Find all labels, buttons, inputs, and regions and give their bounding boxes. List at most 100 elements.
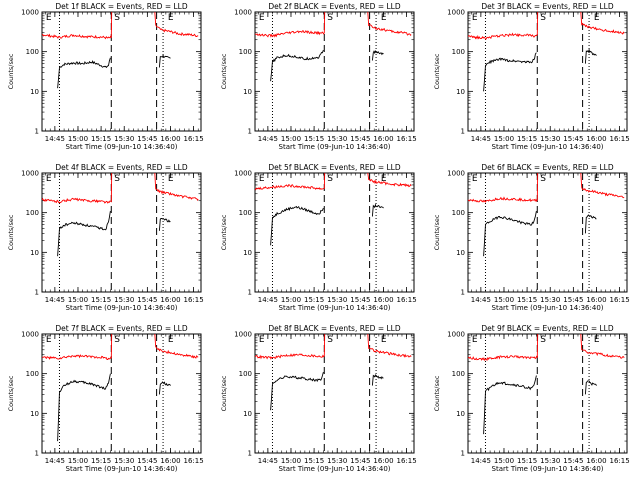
y-tick-label: 100: [452, 370, 465, 378]
plot-area: [468, 12, 625, 131]
attenuator-label: E: [472, 174, 478, 184]
x-tick-label: 16:00: [373, 296, 393, 304]
x-tick-label: 15:15: [304, 296, 324, 304]
x-tick-label: 15:15: [304, 135, 324, 143]
y-axis-label: Counts/sec: [7, 214, 15, 250]
events-series-segment-2: [158, 381, 171, 395]
panel-title: Det 6f BLACK = Events, RED = LLD: [481, 163, 614, 172]
plot-area: [255, 12, 412, 131]
x-axis-label: Start Time (09-Jun-10 14:36:40): [279, 143, 391, 151]
y-tick-label: 100: [452, 209, 465, 217]
detector-panel-5: Det 5f BLACK = Events, RED = LLD Counts/s…: [220, 163, 417, 312]
y-tick-label: 100: [26, 370, 39, 378]
events-series-segment-1: [57, 57, 111, 89]
lld-series-segment-2: [367, 173, 412, 188]
y-tick-label: 100: [452, 48, 465, 56]
x-tick-label: 15:45: [563, 135, 583, 143]
panel-title: Det 8f BLACK = Events, RED = LLD: [268, 324, 401, 333]
x-tick-label: 16:15: [610, 296, 630, 304]
detector-panel-2: Det 2f BLACK = Events, RED = LLD Counts/s…: [220, 2, 417, 151]
x-tick-label: 15:00: [281, 135, 301, 143]
x-axis-label: Start Time (09-Jun-10 14:36:40): [492, 304, 604, 312]
x-tick-label: 16:15: [184, 457, 204, 465]
lld-series-segment-2: [367, 334, 412, 358]
x-tick-label: 15:15: [517, 296, 537, 304]
x-tick-label: 16:00: [586, 296, 606, 304]
y-tick-label: 100: [26, 209, 39, 217]
y-axis-label: Counts/sec: [433, 53, 441, 89]
events-series-segment-1: [483, 210, 537, 257]
x-tick-label: 16:00: [373, 457, 393, 465]
plot-frame: [41, 172, 202, 293]
x-tick-label: 15:45: [137, 296, 157, 304]
attenuator-label: E: [594, 335, 600, 345]
x-tick-label: 15:30: [540, 135, 560, 143]
events-series-segment-1: [57, 210, 111, 257]
x-tick-label: 16:00: [373, 135, 393, 143]
x-tick-label: 15:45: [350, 135, 370, 143]
y-axis-label: Counts/sec: [433, 375, 441, 411]
plot-frame: [41, 11, 202, 132]
y-tick-label: 10: [30, 88, 39, 96]
y-axis-label: Counts/sec: [220, 53, 228, 89]
y-tick-label: 1: [461, 128, 465, 136]
x-axis-label: Start Time (09-Jun-10 14:36:40): [492, 143, 604, 151]
x-tick-label: 15:00: [494, 296, 514, 304]
events-series-segment-2: [158, 218, 171, 231]
y-tick-label: 10: [30, 410, 39, 418]
x-tick-label: 15:00: [68, 457, 88, 465]
x-tick-label: 16:15: [610, 135, 630, 143]
panel-title: Det 7f BLACK = Events, RED = LLD: [55, 324, 188, 333]
attenuator-label: E: [381, 335, 387, 345]
plot-frame: [467, 333, 628, 454]
y-tick-label: 1000: [234, 9, 252, 17]
y-tick-label: 1: [248, 128, 252, 136]
events-series-segment-1: [483, 52, 537, 92]
attenuator-label: E: [594, 13, 600, 23]
attenuator-label: S: [327, 174, 333, 184]
x-tick-label: 15:00: [68, 296, 88, 304]
x-tick-label: 14:45: [258, 457, 278, 465]
x-tick-label: 14:45: [471, 296, 491, 304]
attenuator-label: E: [168, 13, 174, 23]
x-tick-label: 15:45: [563, 296, 583, 304]
y-tick-label: 1000: [21, 170, 39, 178]
y-tick-label: 1000: [234, 331, 252, 339]
x-tick-label: 15:30: [114, 135, 134, 143]
x-tick-label: 14:45: [258, 135, 278, 143]
y-tick-label: 10: [30, 249, 39, 257]
panel-title: Det 9f BLACK = Events, RED = LLD: [481, 324, 614, 333]
x-tick-label: 16:00: [160, 135, 180, 143]
detector-panel-6: Det 6f BLACK = Events, RED = LLD Counts/s…: [433, 163, 630, 312]
lld-series-segment-2: [154, 173, 199, 201]
x-tick-label: 16:15: [397, 457, 417, 465]
x-axis-label: Start Time (09-Jun-10 14:36:40): [66, 465, 178, 473]
plot-area: [42, 12, 199, 131]
x-tick-label: 15:45: [563, 457, 583, 465]
x-tick-label: 15:30: [327, 296, 347, 304]
y-axis-label: Counts/sec: [7, 375, 15, 411]
lld-series-segment-1: [468, 334, 539, 362]
events-series-segment-1: [483, 375, 537, 435]
y-tick-label: 1000: [234, 170, 252, 178]
x-tick-label: 15:00: [281, 457, 301, 465]
attenuator-label: S: [327, 335, 333, 345]
panel-title: Det 5f BLACK = Events, RED = LLD: [268, 163, 401, 172]
x-tick-label: 15:30: [327, 457, 347, 465]
lld-series-segment-2: [580, 173, 625, 199]
attenuator-label: E: [381, 13, 387, 23]
plot-frame: [41, 333, 202, 454]
detector-panel-4: Det 4f BLACK = Events, RED = LLD Counts/s…: [7, 163, 204, 312]
x-tick-label: 15:30: [114, 296, 134, 304]
attenuator-label: S: [540, 174, 546, 184]
x-tick-label: 15:15: [517, 457, 537, 465]
detector-panel-9: Det 9f BLACK = Events, RED = LLD Counts/s…: [433, 324, 630, 473]
x-tick-label: 16:00: [160, 457, 180, 465]
y-tick-label: 1: [248, 450, 252, 458]
detector-panel-8: Det 8f BLACK = Events, RED = LLD Counts/s…: [220, 324, 417, 473]
x-tick-label: 14:45: [45, 296, 65, 304]
events-series-segment-2: [584, 48, 597, 64]
plot-frame: [467, 172, 628, 293]
lld-series-segment-2: [580, 12, 625, 35]
